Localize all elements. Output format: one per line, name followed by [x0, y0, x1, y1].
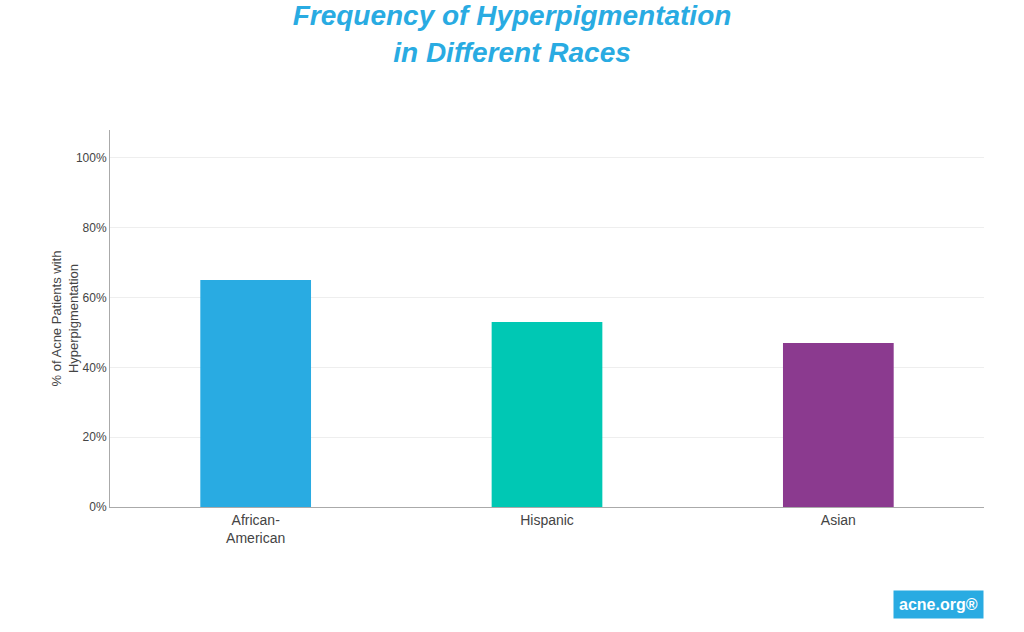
svg-text:0%: 0%: [89, 500, 107, 514]
svg-text:African-American: African-American: [226, 512, 285, 546]
svg-text:80%: 80%: [83, 221, 107, 235]
svg-text:Frequency of Hyperpigmentation: Frequency of Hyperpigmentationin Differe…: [293, 0, 732, 67]
svg-text:60%: 60%: [83, 291, 107, 305]
svg-text:Hispanic: Hispanic: [520, 512, 574, 528]
svg-text:100%: 100%: [76, 151, 107, 165]
svg-text:acne.org®: acne.org®: [899, 596, 978, 613]
svg-text:Asian: Asian: [821, 512, 856, 528]
svg-text:% of Acne Patients withHyperpi: % of Acne Patients withHyperpigmentation: [49, 251, 81, 387]
svg-text:20%: 20%: [83, 430, 107, 444]
svg-text:40%: 40%: [83, 361, 107, 375]
